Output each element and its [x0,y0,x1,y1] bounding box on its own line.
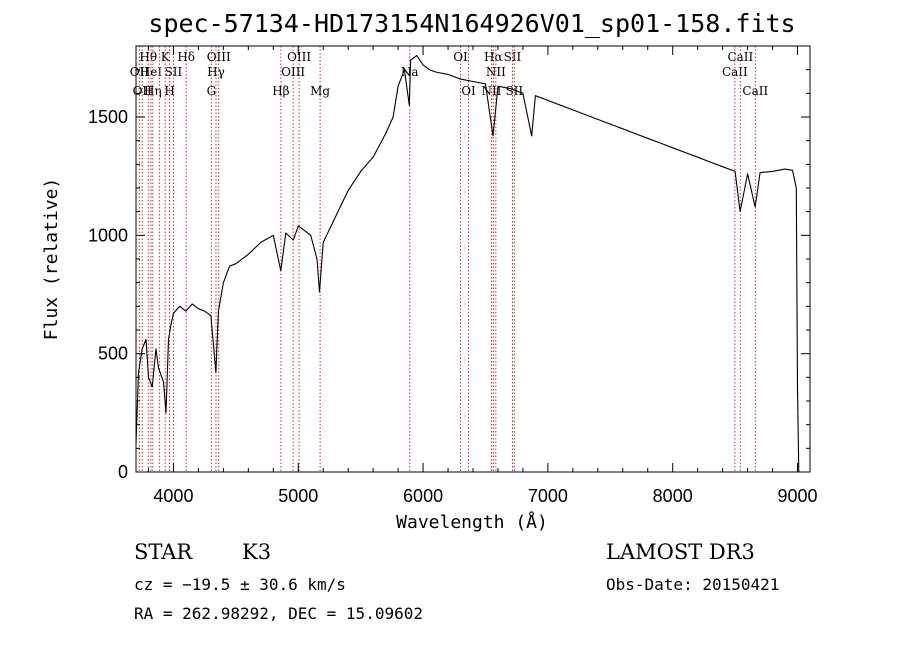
x-tick-label-6000: 6000 [403,486,443,506]
spectrum-line-0 [135,54,800,473]
line-label-11: Hγ [207,65,225,79]
x-axis: 4000 5000 6000 7000 8000 9000 [147,46,818,506]
x-tick-label-4000: 4000 [153,486,193,506]
line-label-27: CaII [742,84,768,98]
y-tick-label-500: 500 [98,344,128,364]
line-label-13: Hβ [272,84,289,98]
redshift-readout: cz = −19.5 ± 30.6 km/s [134,575,346,594]
line-label-25: CaII [722,65,748,79]
coordinates-readout: RA = 262.98292, DEC = 15.09602 [134,604,423,623]
line-label-4: Hη [144,84,162,98]
y-axis-label: Flux (relative) [41,178,62,341]
line-label-22: NII [486,65,506,79]
survey-release: LAMOST DR3 [606,540,755,564]
x-tick-label-9000: 9000 [777,486,817,506]
y-tick-label-1500: 1500 [88,107,128,127]
line-label-7: H [164,84,174,98]
line-label-15: OIII [287,50,311,64]
line-label-19: OI [461,84,476,98]
x-tick-label-8000: 8000 [653,486,693,506]
object-type: STAR [134,540,193,564]
x-axis-label: Wavelength (Å) [396,511,548,533]
x-tick-label-5000: 5000 [278,486,318,506]
spectral-subclass: K3 [242,540,271,564]
line-label-1: OII [133,84,153,98]
line-label-26: CaII [727,50,753,64]
observation-date: Obs-Date: 20150421 [606,575,779,594]
line-label-18: OI [453,50,468,64]
line-label-14: OIII [281,65,305,79]
x-tick-label-7000: 7000 [528,486,568,506]
line-label-21: Hα [484,50,503,64]
line-label-3: HeI [140,65,163,79]
line-label-16: Mg [310,84,330,98]
line-label-12: OIII [207,50,231,64]
spectrum-series [135,54,800,473]
line-label-23: SII [504,50,522,64]
line-label-0: OII [130,65,150,79]
y-tick-label-0: 0 [118,462,128,482]
line-label-10: G [207,84,217,98]
line-label-24: SII [505,84,523,98]
spectral-line-markers: OIIOIIHθHeIHηKHSIIHδGHγOIIIHβOIIIOIIIMgN… [130,46,768,472]
plot-frame [135,45,811,473]
line-label-9: Hδ [177,50,195,64]
line-label-2: Hθ [139,50,157,64]
y-axis: 0 500 1000 1500 [88,69,810,482]
chart-title: spec-57134-HD173154N164926V01_sp01-158.f… [148,9,795,38]
line-label-6: K [161,50,171,64]
line-label-8: SII [165,65,183,79]
y-tick-label-1000: 1000 [88,225,128,245]
